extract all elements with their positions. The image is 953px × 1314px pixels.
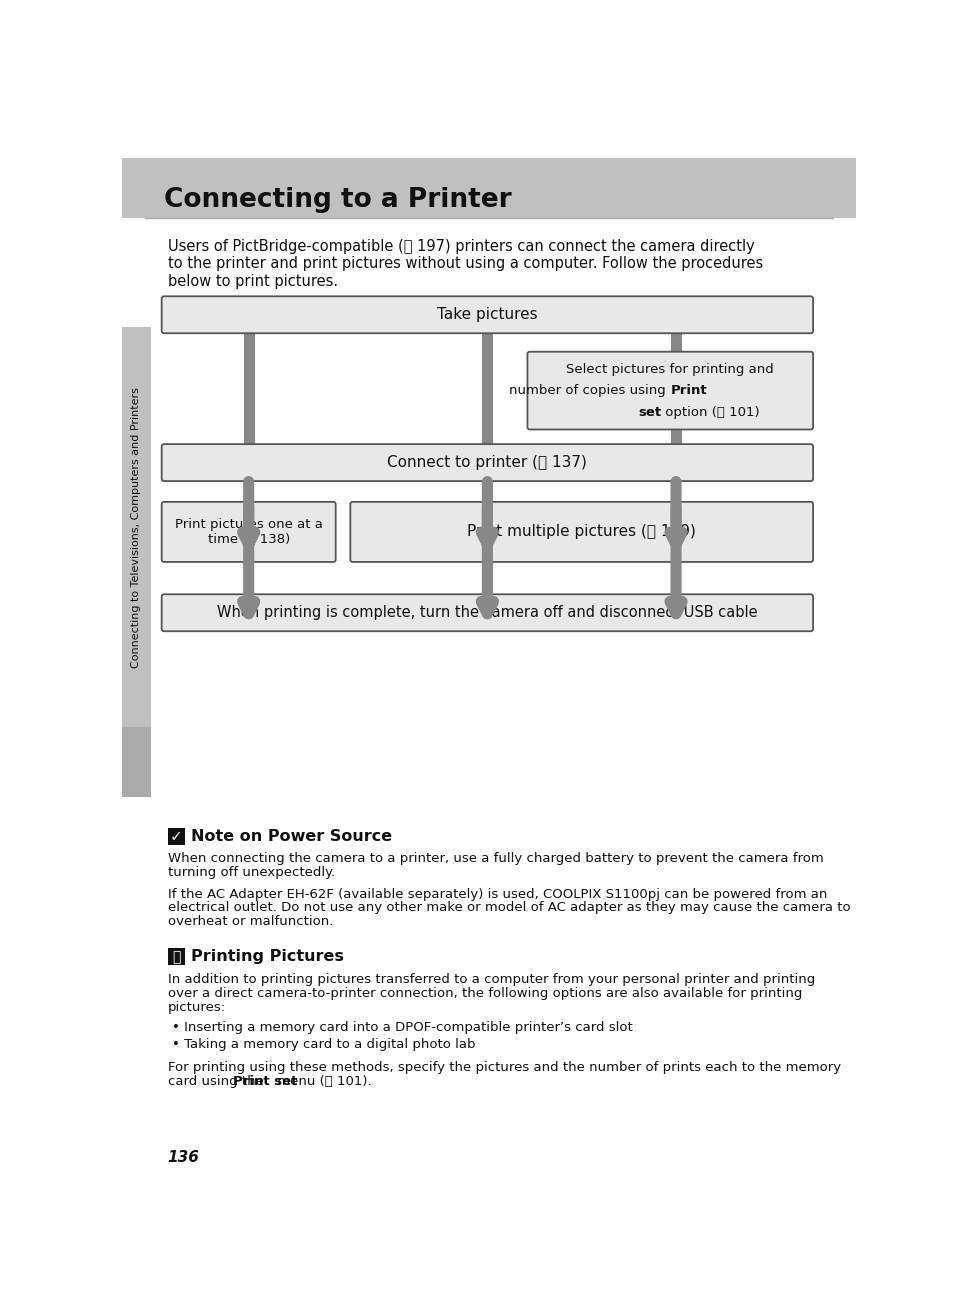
Text: pictures:: pictures: <box>168 1001 226 1014</box>
FancyBboxPatch shape <box>527 352 812 430</box>
Text: When connecting the camera to a printer, use a fully charged battery to prevent : When connecting the camera to a printer,… <box>168 853 822 865</box>
Text: 136: 136 <box>168 1150 199 1166</box>
Text: Take pictures: Take pictures <box>436 307 537 322</box>
Text: Connect to printer (⧉ 137): Connect to printer (⧉ 137) <box>387 455 587 470</box>
Bar <box>121 327 151 728</box>
Text: Connecting to a Printer: Connecting to a Printer <box>164 187 511 213</box>
Text: menu (⧉ 101).: menu (⧉ 101). <box>273 1075 371 1088</box>
Text: Connecting to Televisions, Computers and Printers: Connecting to Televisions, Computers and… <box>132 386 141 668</box>
Bar <box>168 828 185 845</box>
FancyBboxPatch shape <box>161 444 812 481</box>
Text: Print multiple pictures (⧉ 139): Print multiple pictures (⧉ 139) <box>467 524 696 540</box>
Text: electrical outlet. Do not use any other make or model of AC adapter as they may : electrical outlet. Do not use any other … <box>168 901 849 915</box>
Text: For printing using these methods, specify the pictures and the number of prints : For printing using these methods, specif… <box>168 1060 841 1074</box>
Text: Select pictures for printing and: Select pictures for printing and <box>566 363 773 376</box>
Text: below to print pictures.: below to print pictures. <box>168 273 337 289</box>
Text: When printing is complete, turn the camera off and disconnect USB cable: When printing is complete, turn the came… <box>217 606 757 620</box>
Text: ⌕: ⌕ <box>172 950 180 964</box>
Text: • Inserting a memory card into a DPOF-compatible printer’s card slot: • Inserting a memory card into a DPOF-co… <box>172 1021 632 1034</box>
Text: ✓: ✓ <box>170 829 182 844</box>
Text: overheat or malfunction.: overheat or malfunction. <box>168 916 333 929</box>
Text: to the printer and print pictures without using a computer. Follow the procedure: to the printer and print pictures withou… <box>168 256 762 271</box>
Bar <box>168 949 185 966</box>
Text: Note on Power Source: Note on Power Source <box>191 829 392 844</box>
Text: If the AC Adapter EH-62F (available separately) is used, COOLPIX S1100pj can be : If the AC Adapter EH-62F (available sepa… <box>168 888 826 900</box>
Bar <box>121 728 151 796</box>
Text: Print: Print <box>670 384 706 397</box>
Text: • Taking a memory card to a digital photo lab: • Taking a memory card to a digital phot… <box>172 1038 475 1051</box>
FancyBboxPatch shape <box>161 594 812 631</box>
Text: option (⧉ 101): option (⧉ 101) <box>660 406 759 419</box>
Text: turning off unexpectedly.: turning off unexpectedly. <box>168 866 335 879</box>
Bar <box>121 158 856 218</box>
Text: Printing Pictures: Printing Pictures <box>191 950 343 964</box>
Text: In addition to printing pictures transferred to a computer from your personal pr: In addition to printing pictures transfe… <box>168 974 814 986</box>
Text: set: set <box>638 406 660 419</box>
FancyBboxPatch shape <box>350 502 812 562</box>
Text: over a direct camera-to-printer connection, the following options are also avail: over a direct camera-to-printer connecti… <box>168 987 801 1000</box>
FancyBboxPatch shape <box>161 296 812 334</box>
Text: number of copies using: number of copies using <box>509 384 670 397</box>
Text: Print set: Print set <box>233 1075 296 1088</box>
Text: Users of PictBridge-compatible (⧉ 197) printers can connect the camera directly: Users of PictBridge-compatible (⧉ 197) p… <box>168 239 754 254</box>
Text: card using the: card using the <box>168 1075 268 1088</box>
Text: Print pictures one at a
time (⧉ 138): Print pictures one at a time (⧉ 138) <box>174 518 322 545</box>
FancyBboxPatch shape <box>161 502 335 562</box>
